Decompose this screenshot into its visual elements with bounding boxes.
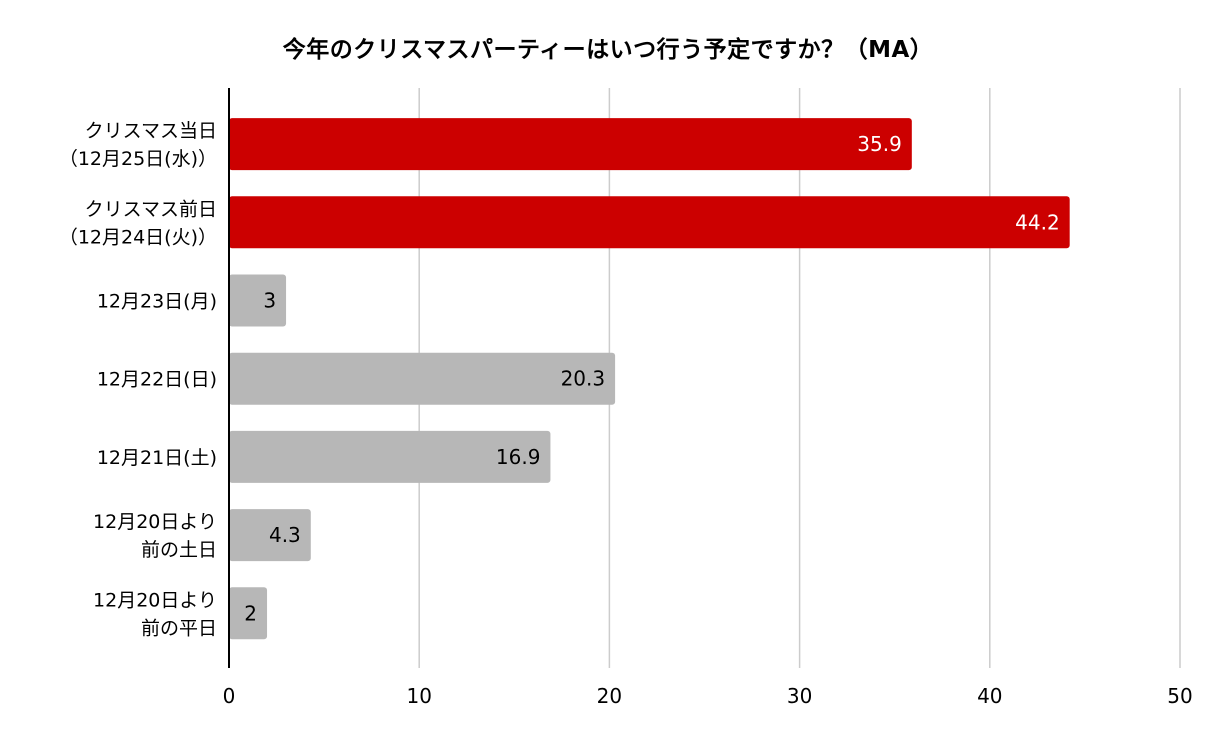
category-label: 12月21日(土) (97, 447, 217, 469)
bar (229, 509, 311, 562)
data-label: 4.3 (269, 523, 301, 547)
x-tick-label: 40 (977, 684, 1002, 708)
bar (229, 274, 287, 327)
x-tick-label: 50 (1167, 684, 1192, 708)
x-tick-label: 10 (406, 684, 431, 708)
bar (229, 587, 268, 640)
data-label: 44.2 (1015, 210, 1060, 234)
x-tick-label: 20 (597, 684, 622, 708)
data-label: 35.9 (857, 132, 902, 156)
data-label: 2 (244, 601, 257, 625)
data-label: 3 (263, 289, 276, 313)
bar (229, 118, 912, 171)
category-label: 12月20日より (93, 511, 217, 533)
category-label: 12月22日(日) (97, 369, 217, 391)
x-tick-label: 30 (787, 684, 812, 708)
data-label: 16.9 (496, 445, 541, 469)
category-label: クリスマス当日 (85, 120, 217, 142)
data-label: 20.3 (561, 367, 606, 391)
category-label: 前の平日 (141, 617, 217, 639)
category-label: 前の土日 (141, 539, 217, 561)
labels: 0 10 20 30 40 50 35.9 クリスマス当日 （12月25日(水)） 44.2 クリス… (59, 120, 1193, 708)
bar (229, 430, 551, 483)
category-label: 12月20日より (93, 589, 217, 611)
chart-title: 今年のクリスマスパーティーはいつ行う予定ですか？（MA） (282, 37, 934, 63)
category-label: クリスマス前日 (85, 198, 217, 220)
bars (229, 118, 1070, 640)
bar (229, 352, 616, 405)
category-label: 12月23日(月) (97, 291, 217, 313)
x-tick-label: 0 (223, 684, 236, 708)
category-label: （12月24日(火)） (59, 226, 217, 248)
category-label: （12月25日(水)） (59, 148, 217, 170)
bar (229, 196, 1070, 249)
